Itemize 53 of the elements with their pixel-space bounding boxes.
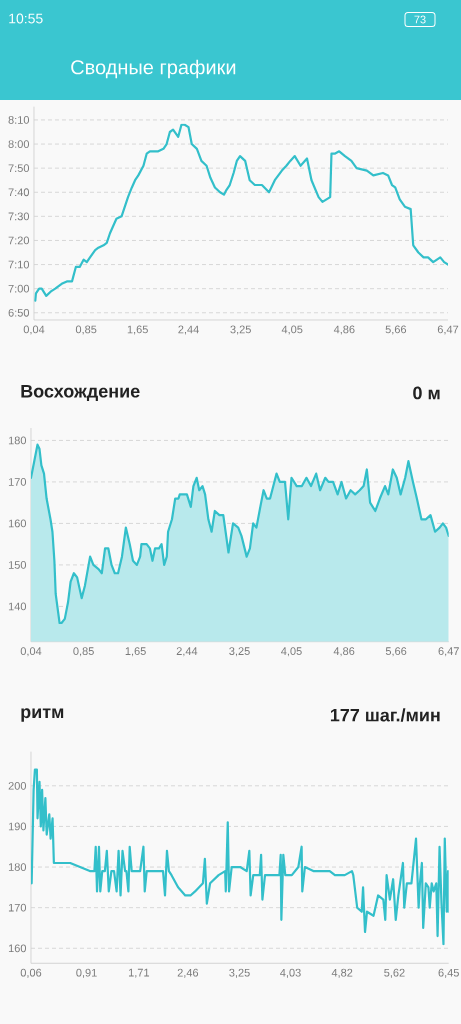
y-tick-label: 6:50 [8, 308, 30, 317]
y-tick-label: 180 [8, 863, 27, 871]
text: 10:55 [9, 13, 43, 24]
x-tick-label: 5,62 [384, 968, 405, 978]
y-tick-label: 140 [8, 602, 27, 611]
y-tick-label: 8:10 [8, 116, 30, 124]
y-tick-label: 8:00 [8, 140, 30, 148]
x-tick-label: 0,91 [76, 968, 97, 978]
y-tick-label: 170 [8, 478, 27, 486]
y-tick-label: 170 [8, 903, 27, 912]
x-tick-label: 0,04 [23, 325, 45, 335]
x-tick-label: 4,05 [281, 325, 303, 335]
x-tick-label: 4,82 [331, 968, 353, 978]
x-tick-label: 2,44 [176, 647, 198, 657]
x-tick-label: 3,25 [229, 968, 250, 978]
y-tick-label: 7:40 [8, 188, 30, 197]
text: 73 [414, 15, 426, 24]
x-tick-label: 3,25 [229, 647, 250, 657]
y-tick-label: 180 [8, 436, 27, 445]
x-tick-label: 2,44 [178, 325, 199, 335]
x-tick-label: 4,05 [281, 647, 302, 657]
y-tick-label: 7:50 [8, 164, 30, 173]
x-tick-label: 6,47 [438, 647, 459, 657]
y-tick-label: 150 [8, 561, 27, 569]
x-tick-label: 0,85 [73, 647, 94, 657]
x-tick-label: 6,47 [437, 325, 459, 335]
x-tick-label: 6,45 [438, 968, 459, 978]
x-tick-label: 4,86 [333, 647, 355, 657]
chart-subtitle: 0 м [413, 386, 440, 400]
x-tick-label: 0,06 [20, 968, 42, 978]
x-tick-label: 1,65 [125, 647, 146, 657]
x-tick-label: 4,86 [333, 325, 355, 335]
x-tick-label: 5,66 [385, 647, 407, 657]
x-tick-label: 1,71 [128, 968, 150, 978]
y-tick-label: 7:00 [8, 284, 30, 293]
y-tick-label: 190 [8, 822, 27, 831]
x-tick-label: 4,03 [280, 968, 301, 978]
chart-title: Сводные графики [71, 59, 236, 79]
y-tick-label: 200 [8, 781, 27, 790]
y-tick-label: 7:30 [8, 212, 30, 221]
chart-subtitle: 177 шаг./мин [330, 708, 440, 722]
y-tick-label: 7:20 [8, 236, 30, 245]
x-tick-label: 1,65 [127, 325, 148, 335]
chart-title: Восхождение [21, 385, 140, 401]
x-tick-label: 2,46 [177, 968, 199, 978]
y-tick-label: 160 [8, 944, 27, 953]
y-tick-label: 7:10 [8, 260, 30, 269]
x-tick-label: 3,25 [230, 325, 251, 335]
x-tick-label: 0,04 [20, 647, 42, 657]
y-tick-label: 160 [8, 519, 27, 528]
chart-title: ритм [21, 708, 64, 722]
x-tick-label: 0,85 [75, 325, 97, 335]
x-tick-label: 5,66 [385, 325, 407, 335]
